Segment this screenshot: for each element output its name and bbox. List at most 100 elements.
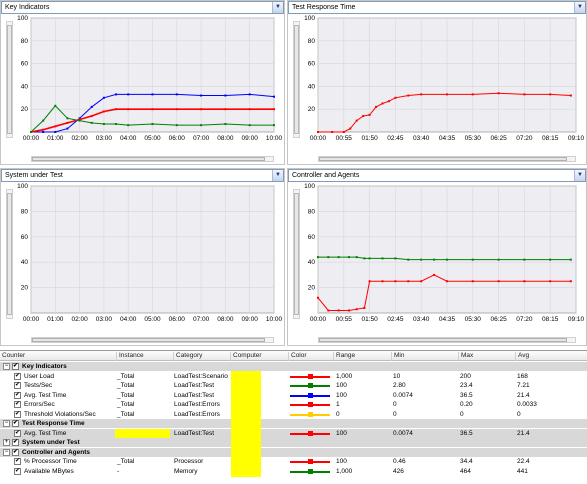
col-avg-header[interactable]: Avg [515, 352, 529, 361]
group-checkbox[interactable]: ✔ [12, 420, 19, 427]
series-point [248, 124, 251, 127]
counter-group-row[interactable]: − ✔ Key Indicators [0, 362, 587, 371]
series-point [523, 280, 526, 283]
col-counter-header[interactable]: Counter [2, 352, 26, 359]
col-range-header[interactable]: Range [333, 352, 355, 361]
series-point [42, 119, 45, 122]
series-point [151, 108, 154, 111]
chevron-down-icon[interactable]: ▼ [574, 2, 585, 13]
group-checkbox[interactable]: ✔ [12, 439, 19, 446]
counter-group-row[interactable]: − ✔ Controller and Agents [0, 447, 587, 457]
zoom-thumb[interactable] [32, 157, 265, 161]
horizontal-zoom-bar[interactable] [31, 156, 274, 162]
x-tick-label: 01:50 [361, 316, 378, 323]
counter-row[interactable]: ✔ Tests/Sec _Total LoadTest:Test 100 2.8… [0, 381, 587, 390]
chevron-down-icon[interactable]: ▼ [272, 2, 283, 13]
panel-selector[interactable]: Test Response Time ▼ [288, 1, 586, 14]
group-checkbox[interactable]: ✔ [12, 448, 19, 456]
series-point [115, 123, 118, 126]
color-swatch-marker [308, 383, 313, 388]
y-tick-label: 80 [308, 38, 316, 45]
zoom-thumb[interactable] [7, 25, 12, 134]
series-point [497, 92, 500, 95]
chevron-down-icon[interactable]: ▼ [272, 170, 283, 181]
vertical-zoom-bar[interactable] [6, 21, 13, 138]
horizontal-zoom-bar[interactable] [31, 337, 274, 343]
col-computer-header[interactable]: Computer [230, 352, 262, 361]
chevron-down-icon[interactable]: ▼ [574, 170, 585, 181]
counter-group-row[interactable]: + ✔ System under Test [0, 438, 587, 447]
x-tick-label: 08:00 [217, 316, 234, 323]
counter-checkbox[interactable]: ✔ [14, 429, 21, 437]
series-point [224, 94, 227, 97]
series-point [497, 258, 500, 261]
y-tick-label: 40 [308, 83, 316, 90]
series-point [569, 280, 572, 283]
group-checkbox[interactable]: ✔ [12, 363, 19, 370]
collapse-icon[interactable]: − [3, 420, 10, 427]
col-category-header[interactable]: Category [173, 352, 202, 361]
series-point [420, 258, 423, 261]
series-point [381, 257, 384, 260]
counter-checkbox[interactable]: ✔ [14, 458, 21, 465]
counter-checkbox[interactable]: ✔ [14, 401, 21, 408]
min-cell: 0.0074 [393, 391, 413, 399]
col-color-header[interactable]: Color [288, 352, 307, 361]
panel-selector[interactable]: Key Indicators ▼ [1, 1, 284, 14]
counter-row[interactable]: ✔ Avg. Test Time _Total LoadTest:Test 10… [0, 391, 587, 400]
y-tick-label: 20 [308, 285, 316, 292]
x-tick-label: 00:00 [310, 135, 327, 142]
y-tick-label: 100 [304, 15, 315, 22]
horizontal-zoom-bar[interactable] [318, 156, 576, 162]
series-point [337, 309, 340, 312]
x-tick-label: 04:00 [120, 135, 137, 142]
vertical-zoom-bar[interactable] [293, 189, 300, 319]
vertical-zoom-bar[interactable] [293, 21, 300, 138]
collapse-icon[interactable]: − [3, 448, 10, 456]
x-tick-label: 05:00 [144, 316, 161, 323]
zoom-thumb[interactable] [294, 25, 299, 134]
counter-row[interactable]: ✔ User Load _Total LoadTest:Scenario 1,0… [0, 372, 587, 381]
zoom-thumb[interactable] [319, 338, 567, 342]
series-point [66, 127, 69, 130]
counter-row[interactable]: ✔ Avg. Test Time LoadTest:Test 100 0.007… [0, 428, 587, 438]
series-point [407, 94, 410, 97]
series-line-green[interactable] [318, 256, 571, 261]
panel-title: Test Response Time [292, 4, 356, 11]
counter-row[interactable]: ✔ Threshold Violations/Sec _Total LoadTe… [0, 410, 587, 419]
x-tick-label: 09:00 [242, 316, 259, 323]
panel-selector[interactable]: Controller and Agents ▼ [288, 169, 586, 182]
counter-row[interactable]: ✔ Errors/Sec _Total LoadTest:Errors 1 0 … [0, 400, 587, 409]
col-instance-header[interactable]: Instance [116, 352, 144, 361]
series-point [78, 117, 81, 120]
zoom-thumb[interactable] [7, 193, 12, 315]
counter-name: % Processor Time [24, 458, 77, 465]
zoom-thumb[interactable] [294, 193, 299, 315]
counter-row[interactable]: ✔ % Processor Time _Total Processor 100 … [0, 457, 587, 466]
expand-icon[interactable]: + [3, 439, 10, 446]
x-tick-label: 00:55 [336, 135, 353, 142]
col-max-header[interactable]: Max [458, 352, 473, 361]
series-point [337, 256, 340, 259]
vertical-zoom-bar[interactable] [6, 189, 13, 319]
series-point [102, 96, 105, 99]
counter-group-row[interactable]: − ✔ Test Response Time [0, 419, 587, 428]
counter-name: Avg. Test Time [24, 429, 67, 437]
counter-checkbox[interactable]: ✔ [14, 391, 21, 399]
counter-checkbox[interactable]: ✔ [14, 467, 21, 475]
range-cell: 100 [336, 391, 347, 399]
panel-selector[interactable]: System under Test ▼ [1, 169, 284, 182]
chart-panel-3: System under Test ▼ 00:00 01:00 02:00 03:00… [0, 168, 285, 346]
zoom-thumb[interactable] [319, 157, 567, 161]
counter-row[interactable]: ✔ Available MBytes - Memory 1,000 426 46… [0, 467, 587, 476]
collapse-icon[interactable]: − [3, 363, 10, 370]
series-point [387, 100, 390, 103]
counter-checkbox[interactable]: ✔ [14, 382, 21, 389]
col-min-header[interactable]: Min [391, 352, 404, 361]
zoom-thumb[interactable] [32, 338, 265, 342]
horizontal-zoom-bar[interactable] [318, 337, 576, 343]
counter-checkbox[interactable]: ✔ [14, 372, 21, 380]
y-tick-label: 60 [21, 234, 29, 241]
series-line-red[interactable] [317, 274, 571, 311]
counter-checkbox[interactable]: ✔ [14, 410, 21, 418]
